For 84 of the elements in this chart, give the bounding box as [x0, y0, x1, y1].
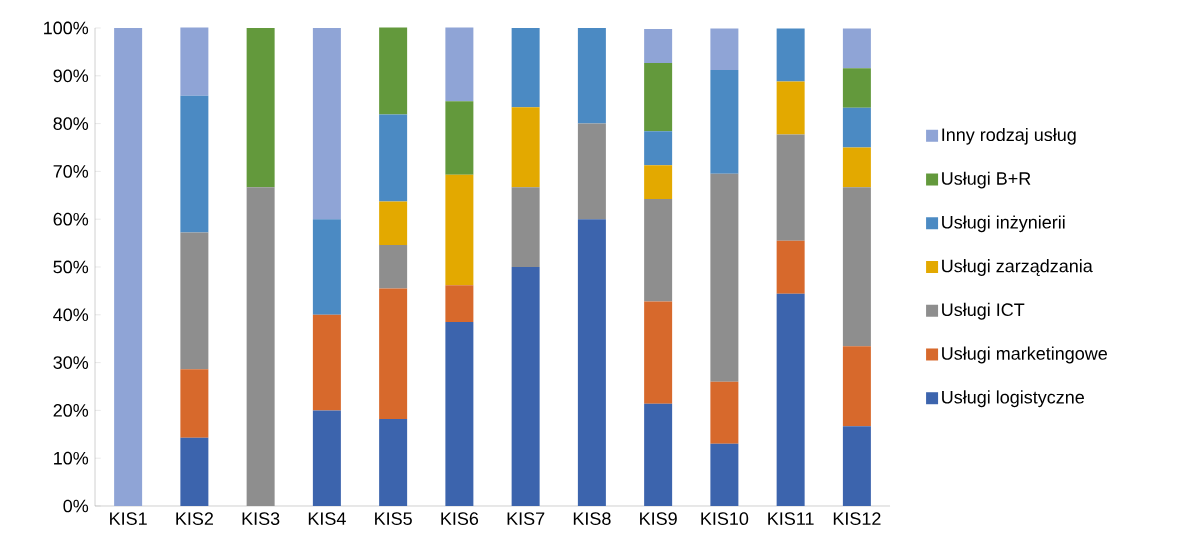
bar	[710, 70, 739, 174]
bar	[644, 62, 673, 132]
bar	[710, 28, 739, 71]
bar	[379, 201, 408, 245]
x-tick-label: KIS6	[441, 512, 479, 525]
bar	[710, 381, 739, 444]
bar	[842, 147, 871, 188]
y-tick-label: 70%	[53, 165, 89, 178]
x-tick-label: KIS5	[375, 512, 412, 525]
bar	[842, 28, 871, 69]
y-tick-label: 30%	[53, 356, 89, 369]
bar	[776, 134, 805, 241]
bar	[379, 114, 408, 202]
bar	[710, 443, 739, 506]
bar	[644, 165, 673, 200]
bar	[842, 68, 871, 108]
y-tick-label: 60%	[53, 212, 89, 226]
bar	[246, 187, 275, 506]
legend-label: Inny rodzaj usług	[942, 127, 1076, 145]
legend-label: Usługi ICT	[942, 302, 1025, 320]
bar	[644, 131, 673, 166]
x-tick-label: KIS11	[768, 512, 814, 525]
bar	[312, 314, 341, 411]
bar	[114, 27, 143, 506]
x-tick-label: KIS4	[308, 512, 346, 525]
bar	[511, 187, 540, 267]
bar	[644, 199, 673, 302]
y-tick-label: 0%	[63, 499, 89, 513]
x-tick-label: KIS8	[573, 512, 611, 525]
bar	[180, 27, 209, 96]
y-tick-label: 20%	[53, 404, 89, 417]
bar	[511, 107, 540, 188]
legend-label: Usługi B+R	[942, 171, 1031, 189]
x-tick-label: KIS7	[507, 512, 545, 525]
bar	[511, 27, 540, 108]
bar	[577, 219, 606, 506]
bar	[445, 321, 474, 506]
bar	[644, 403, 673, 506]
bar	[180, 232, 209, 370]
x-tick-label: KIS2	[176, 512, 213, 525]
bar	[312, 219, 341, 315]
y-tick-label: 80%	[53, 117, 89, 130]
bar	[842, 107, 871, 148]
bar	[776, 240, 805, 294]
y-tick-label: 100%	[44, 21, 89, 35]
bar	[246, 27, 275, 188]
bar	[379, 288, 408, 419]
x-tick-label: KIS1	[110, 512, 147, 525]
bar	[644, 301, 673, 404]
x-tick-label: KIS12	[833, 512, 881, 525]
bar	[577, 27, 606, 124]
y-tick-label: 40%	[53, 308, 89, 322]
bar	[842, 426, 871, 506]
bar	[776, 28, 805, 82]
bar	[180, 95, 209, 233]
y-tick-label: 90%	[53, 69, 89, 83]
x-tick-label: KIS3	[242, 512, 280, 525]
bar	[312, 410, 341, 506]
bar	[312, 27, 341, 220]
bar	[180, 369, 209, 438]
bar	[776, 81, 805, 135]
y-tick-label: 10%	[54, 451, 89, 465]
bar	[511, 266, 540, 506]
bar	[776, 293, 805, 506]
x-tick-label: KIS9	[640, 512, 677, 525]
y-tick-label: 50%	[53, 260, 89, 274]
legend-label: Usługi inżynierii	[942, 215, 1065, 233]
bar	[445, 27, 474, 102]
bar	[842, 187, 871, 347]
bar	[445, 285, 474, 322]
x-tick-label: KIS10	[701, 512, 749, 525]
legend-label: Usługi zarządzania	[942, 259, 1093, 276]
bar	[379, 419, 408, 506]
bar	[644, 28, 673, 63]
legend-label: Usługi logistyczne	[942, 390, 1084, 408]
bar	[445, 101, 474, 175]
bar	[445, 174, 474, 286]
bar	[379, 245, 408, 289]
legend-label: Usługi marketingowe	[942, 346, 1107, 364]
bar	[379, 27, 408, 115]
bar	[842, 346, 871, 427]
bar	[180, 437, 209, 506]
bar	[577, 123, 606, 220]
bar	[710, 173, 739, 382]
